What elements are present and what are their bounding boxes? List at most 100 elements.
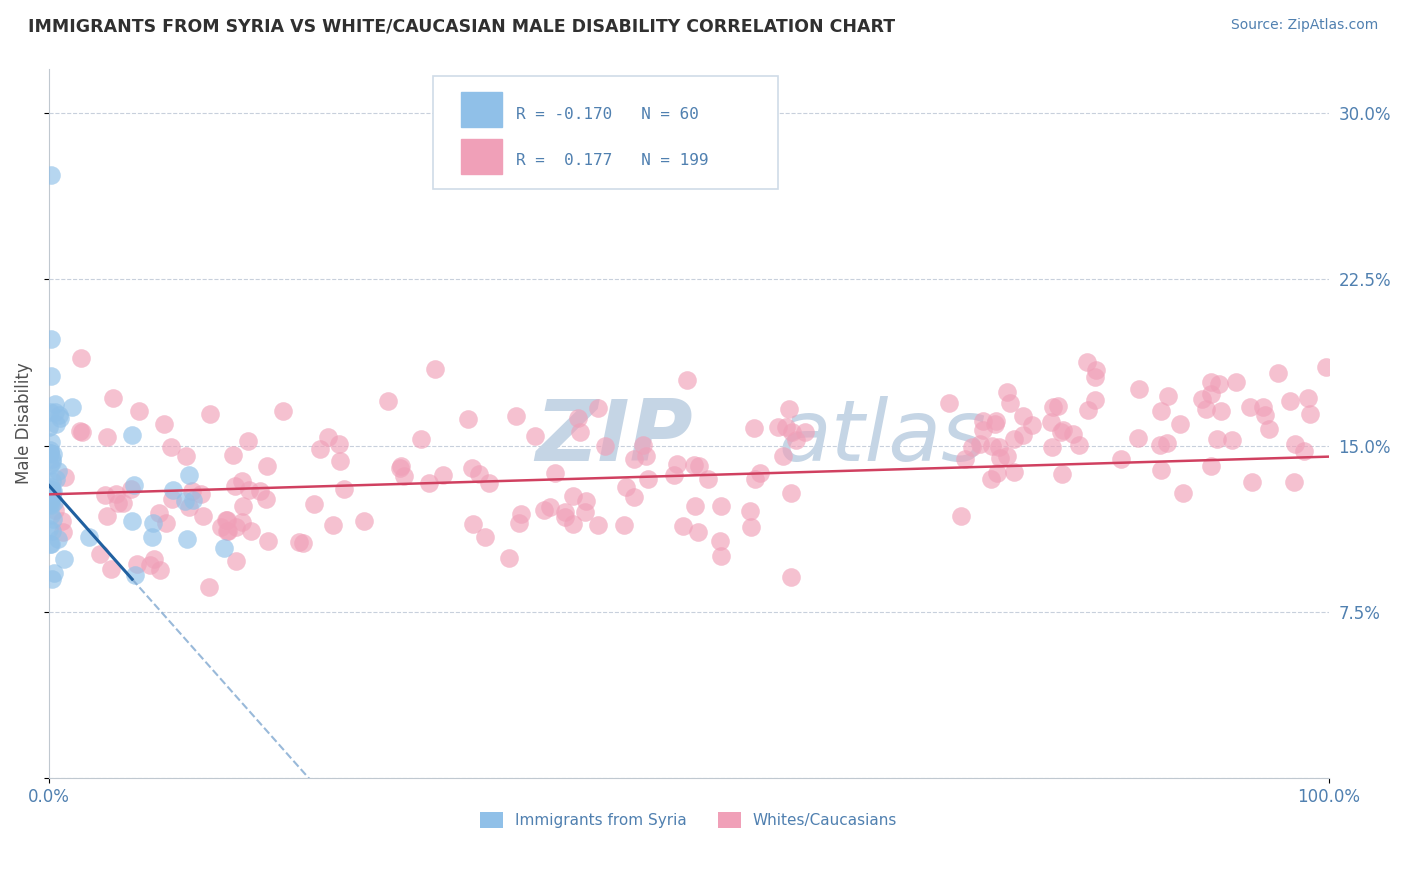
Point xyxy=(309,442,332,456)
Point xyxy=(1220,433,1243,447)
Point xyxy=(672,518,695,533)
Point xyxy=(256,458,278,473)
Point xyxy=(177,467,200,482)
Point xyxy=(39,483,62,497)
Point xyxy=(1128,431,1150,445)
Point xyxy=(744,472,766,486)
Point xyxy=(121,514,143,528)
Point xyxy=(554,509,576,524)
Point xyxy=(688,459,710,474)
Point xyxy=(1077,402,1099,417)
Point xyxy=(155,516,177,530)
Point xyxy=(980,438,1002,452)
Point xyxy=(160,440,183,454)
Point xyxy=(794,425,817,440)
Point xyxy=(623,490,645,504)
Point xyxy=(107,496,129,510)
Point xyxy=(972,413,994,427)
Point xyxy=(1199,387,1222,401)
Point xyxy=(96,508,118,523)
Point xyxy=(52,551,75,566)
Point xyxy=(533,503,555,517)
Point xyxy=(460,461,482,475)
Point xyxy=(222,448,245,462)
Point xyxy=(710,549,733,564)
Point xyxy=(1239,400,1261,414)
Point xyxy=(593,440,616,454)
Point xyxy=(271,404,294,418)
Point xyxy=(477,475,499,490)
Point xyxy=(41,508,63,522)
Point xyxy=(498,550,520,565)
Point xyxy=(1284,436,1306,450)
Point xyxy=(111,495,134,509)
Point xyxy=(972,423,994,437)
Point xyxy=(89,548,111,562)
Point xyxy=(523,428,546,442)
Point xyxy=(39,405,62,419)
Point xyxy=(1201,458,1223,473)
Text: IMMIGRANTS FROM SYRIA VS WHITE/CAUCASIAN MALE DISABILITY CORRELATION CHART: IMMIGRANTS FROM SYRIA VS WHITE/CAUCASIAN… xyxy=(28,18,896,36)
Text: atlas: atlas xyxy=(779,396,987,479)
Point xyxy=(173,494,195,508)
Point xyxy=(409,433,432,447)
Point xyxy=(586,518,609,533)
Point xyxy=(100,562,122,576)
Point xyxy=(544,466,567,480)
Point xyxy=(1299,407,1322,421)
Point xyxy=(77,530,100,544)
Point xyxy=(39,485,62,500)
Point xyxy=(212,541,235,555)
Point xyxy=(664,468,686,483)
Point xyxy=(1050,467,1073,482)
Point xyxy=(333,483,356,497)
Point xyxy=(938,396,960,410)
Point xyxy=(142,516,165,530)
Point xyxy=(1085,362,1108,376)
Point xyxy=(682,458,704,473)
Point xyxy=(1157,389,1180,403)
Point xyxy=(740,519,762,533)
Point xyxy=(1279,393,1302,408)
Point xyxy=(392,469,415,483)
Point xyxy=(637,472,659,486)
Point xyxy=(225,554,247,568)
Point xyxy=(1012,409,1035,423)
Point xyxy=(1067,437,1090,451)
Point xyxy=(181,492,204,507)
Point xyxy=(231,475,253,489)
Point xyxy=(70,425,93,439)
Point xyxy=(432,468,454,483)
Point xyxy=(224,478,246,492)
Point xyxy=(291,536,314,550)
Point xyxy=(562,489,585,503)
Point xyxy=(1206,433,1229,447)
Point xyxy=(44,566,66,581)
Point xyxy=(328,437,350,451)
Point xyxy=(39,536,62,550)
Point xyxy=(139,558,162,573)
Point xyxy=(666,458,689,472)
Point xyxy=(232,499,254,513)
Point xyxy=(39,488,62,502)
Point xyxy=(633,438,655,452)
Point xyxy=(1150,404,1173,418)
Point xyxy=(128,404,150,418)
Point xyxy=(683,499,706,513)
Point xyxy=(749,466,772,480)
Point xyxy=(697,472,720,486)
Point xyxy=(1168,417,1191,431)
Point xyxy=(980,473,1002,487)
Point xyxy=(1021,418,1043,433)
Point xyxy=(41,474,63,488)
Point xyxy=(997,449,1019,463)
Point xyxy=(1191,392,1213,406)
Point xyxy=(775,420,797,434)
Point xyxy=(217,513,239,527)
Point xyxy=(124,568,146,582)
Bar xyxy=(461,138,502,174)
Point xyxy=(1052,424,1074,438)
Point xyxy=(45,417,67,431)
Point xyxy=(1109,451,1132,466)
Point xyxy=(41,524,63,538)
